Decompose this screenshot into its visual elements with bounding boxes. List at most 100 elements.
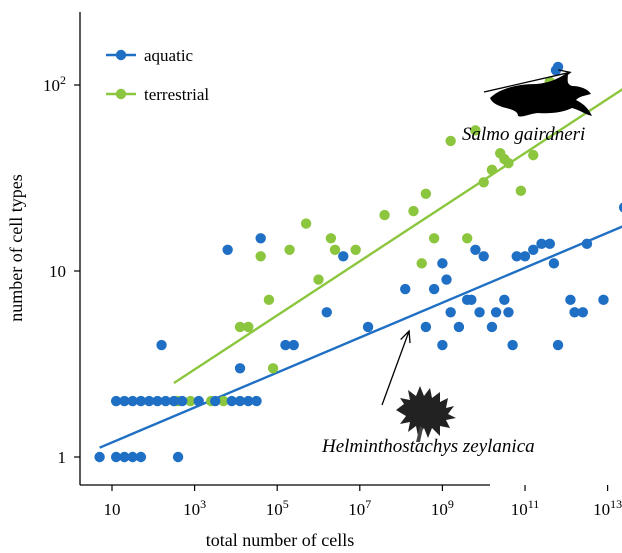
arrowhead-helminthostachys <box>400 329 411 344</box>
point-aquatic <box>441 274 452 285</box>
point-aquatic <box>210 395 221 407</box>
point-aquatic <box>466 294 477 306</box>
point-aquatic <box>400 283 411 295</box>
point-aquatic <box>569 307 580 318</box>
point-aquatic <box>519 251 531 262</box>
legend-swatch-dot-aquatic <box>115 49 127 61</box>
point-terrestrial <box>263 294 275 306</box>
point-terrestrial <box>515 185 527 197</box>
point-terrestrial <box>445 135 456 147</box>
point-aquatic <box>172 451 184 463</box>
point-terrestrial <box>284 244 295 255</box>
point-terrestrial <box>379 209 390 221</box>
point-aquatic <box>255 233 266 244</box>
point-terrestrial <box>300 218 312 229</box>
point-aquatic <box>598 294 609 306</box>
point-aquatic <box>110 451 122 463</box>
point-terrestrial <box>329 244 341 255</box>
point-aquatic <box>544 238 555 250</box>
y-tick-label: 1 <box>58 448 67 467</box>
x-tick-label: 107 <box>348 497 371 519</box>
point-aquatic <box>168 395 180 407</box>
point-aquatic <box>234 395 246 407</box>
point-aquatic <box>474 307 485 318</box>
point-aquatic <box>94 451 105 463</box>
point-aquatic <box>127 395 138 407</box>
point-aquatic <box>288 339 299 351</box>
legend-swatch-dot-terrestrial <box>115 88 127 100</box>
point-aquatic <box>577 307 589 318</box>
point-aquatic <box>135 395 147 407</box>
point-aquatic <box>280 339 291 351</box>
annotation-label-salmo: Salmo gairdneri <box>462 124 585 145</box>
point-aquatic <box>127 451 138 463</box>
point-aquatic <box>618 202 622 213</box>
point-aquatic <box>362 321 374 333</box>
point-aquatic <box>420 321 432 333</box>
annotation-label-helminthostachys: Helminthostachys zeylanica <box>321 436 535 457</box>
point-aquatic <box>528 244 539 255</box>
point-terrestrial <box>420 188 432 200</box>
point-aquatic <box>156 339 167 351</box>
x-tick-label: 105 <box>266 497 289 519</box>
point-aquatic <box>251 395 262 407</box>
point-aquatic <box>243 395 254 407</box>
point-terrestrial <box>313 274 324 285</box>
x-axis-title: total number of cells <box>206 530 354 550</box>
point-aquatic <box>160 395 171 407</box>
point-aquatic <box>499 294 510 306</box>
y-axis-title: number of cell types <box>6 174 26 321</box>
point-aquatic <box>490 307 502 318</box>
x-tick-label: 109 <box>431 497 454 519</box>
point-aquatic <box>548 258 560 269</box>
point-aquatic <box>143 395 155 407</box>
x-tick-label: 1011 <box>511 497 540 519</box>
annotations: Salmo gairdneri Helminthostachys zeylani… <box>321 69 592 457</box>
point-aquatic <box>152 395 163 407</box>
y-tick-label: 10 <box>49 262 66 281</box>
arrowhead-salmo <box>558 69 572 81</box>
point-aquatic <box>511 251 522 262</box>
point-aquatic <box>226 395 237 407</box>
point-terrestrial <box>416 258 427 269</box>
point-terrestrial <box>267 363 279 374</box>
point-aquatic <box>234 363 246 374</box>
fit-line-aquatic <box>99 225 622 449</box>
point-terrestrial <box>218 395 229 407</box>
legend-label-aquatic: aquatic <box>144 46 194 65</box>
point-aquatic <box>552 61 564 73</box>
fern-silhouette <box>396 386 456 442</box>
point-terrestrial <box>350 244 361 255</box>
point-aquatic <box>453 321 465 333</box>
point-aquatic <box>445 307 456 318</box>
point-aquatic <box>193 395 204 407</box>
point-terrestrial <box>185 395 196 407</box>
point-aquatic <box>470 244 481 255</box>
x-tick-label: 10 <box>104 500 121 519</box>
point-terrestrial <box>325 233 337 244</box>
point-terrestrial <box>255 251 266 262</box>
point-terrestrial <box>470 125 481 136</box>
point-terrestrial <box>528 149 539 161</box>
point-aquatic <box>119 451 130 463</box>
point-aquatic <box>437 339 448 351</box>
legend-label-terrestrial: terrestrial <box>144 85 209 104</box>
point-terrestrial <box>478 177 489 188</box>
legend: aquatic terrestrial <box>106 46 209 104</box>
point-aquatic <box>437 258 448 269</box>
point-aquatic <box>110 395 122 407</box>
point-terrestrial <box>234 321 246 333</box>
point-aquatic <box>581 238 593 250</box>
point-aquatic <box>536 238 547 250</box>
point-aquatic <box>478 251 489 262</box>
point-terrestrial <box>486 164 498 176</box>
annotation-arrow-salmo <box>483 71 571 93</box>
point-aquatic <box>338 251 349 262</box>
fit-line-terrestrial <box>173 88 622 384</box>
point-aquatic <box>503 307 514 318</box>
point-aquatic <box>486 321 498 333</box>
point-aquatic <box>222 244 233 255</box>
x-tick-label: 103 <box>183 497 206 519</box>
point-terrestrial <box>408 205 419 217</box>
